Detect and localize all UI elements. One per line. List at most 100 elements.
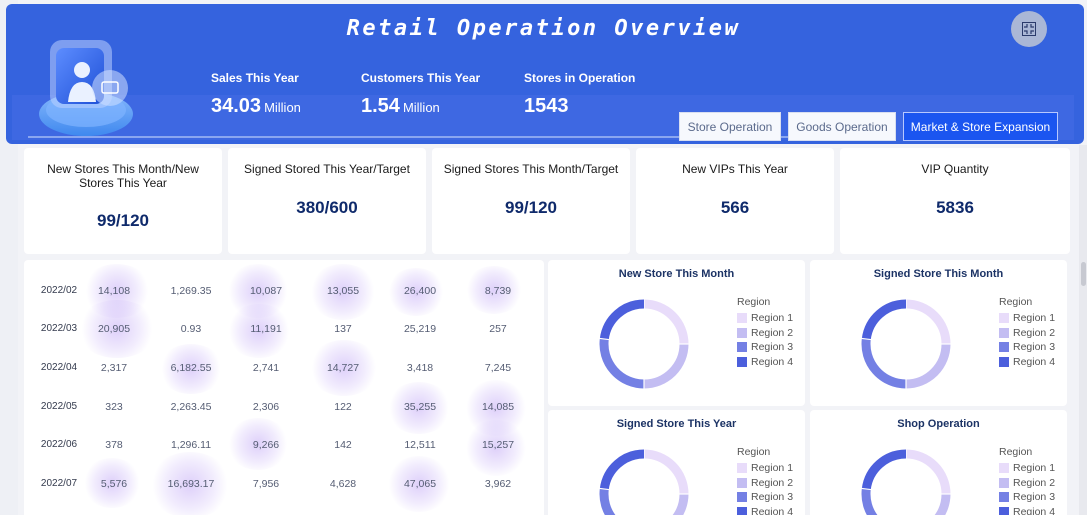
donut-segment[interactable] bbox=[599, 449, 645, 490]
table-cell: 137 bbox=[334, 323, 352, 335]
chart-title: Shop Operation bbox=[897, 418, 980, 430]
legend-item[interactable]: Region 3 bbox=[999, 490, 1055, 505]
donut-segment[interactable] bbox=[599, 338, 645, 389]
donut-segment[interactable] bbox=[644, 493, 689, 515]
table-cell: 3,418 bbox=[406, 362, 434, 374]
exit-fullscreen-button[interactable] bbox=[1011, 11, 1047, 47]
legend-label: Region 3 bbox=[1013, 341, 1056, 354]
kpi-card-label: New VIPs This Year bbox=[682, 162, 788, 176]
page-title: Retail Operation Overview bbox=[346, 16, 741, 41]
legend-label: Region 4 bbox=[751, 505, 794, 515]
table-row: 2022/02 14,108 1,269.35 10,087 13,055 26… bbox=[24, 281, 544, 301]
legend-item[interactable]: Region 3 bbox=[999, 340, 1055, 355]
legend-label: Region 4 bbox=[1013, 505, 1056, 515]
table-row: 2022/05 323 2,263.45 2,306 122 35,255 14… bbox=[24, 397, 544, 417]
kpi-value: 1543 bbox=[524, 95, 569, 117]
legend-label: Region 1 bbox=[1013, 462, 1056, 475]
row-date: 2022/05 bbox=[40, 401, 78, 412]
legend-title: Region bbox=[737, 446, 771, 458]
legend-item[interactable]: Region 2 bbox=[737, 476, 793, 491]
kpi-card-value: 5836 bbox=[936, 198, 974, 217]
donut-chart[interactable] bbox=[858, 446, 954, 515]
table-cell: 1,269.35 bbox=[170, 285, 212, 297]
table-cell: 14,727 bbox=[326, 362, 360, 374]
kpi-customers-this-year: Customers This Year 1.54 Million bbox=[361, 71, 480, 118]
table-cell: 12,511 bbox=[404, 439, 436, 451]
donut-segment[interactable] bbox=[905, 343, 951, 389]
legend-item[interactable]: Region 4 bbox=[999, 355, 1055, 370]
legend-label: Region 2 bbox=[1013, 476, 1056, 489]
kpi-value: 1.54 bbox=[361, 95, 400, 117]
donut-segment[interactable] bbox=[861, 449, 907, 490]
legend-item[interactable]: Region 1 bbox=[999, 311, 1055, 326]
legend-item[interactable]: Region 4 bbox=[737, 355, 793, 370]
legend-label: Region 2 bbox=[751, 476, 794, 489]
kpi-card-label: Signed Stores This Month/Target bbox=[443, 162, 619, 176]
donut-chart[interactable] bbox=[596, 296, 692, 392]
legend-label: Region 3 bbox=[751, 341, 794, 354]
table-cell: 378 bbox=[105, 439, 123, 451]
donut-segment[interactable] bbox=[599, 299, 645, 340]
legend-label: Region 4 bbox=[1013, 355, 1056, 368]
table-cell: 2,306 bbox=[252, 401, 280, 413]
table-cell: 26,400 bbox=[403, 285, 437, 297]
table-cell: 25,219 bbox=[403, 323, 437, 335]
legend-item[interactable]: Region 1 bbox=[737, 461, 793, 476]
legend-item[interactable]: Region 3 bbox=[737, 340, 793, 355]
tab-market-store-expansion[interactable]: Market & Store Expansion bbox=[903, 112, 1058, 141]
legend-item[interactable]: Region 1 bbox=[999, 461, 1055, 476]
legend-item[interactable]: Region 1 bbox=[737, 311, 793, 326]
chart-legend: Region Region 1 Region 2 Region 3 Region… bbox=[737, 446, 793, 515]
table-cell: 35,255 bbox=[403, 401, 437, 413]
table-row: 2022/06 378 1,296.11 9,266 142 12,511 15… bbox=[24, 435, 544, 455]
legend-item[interactable]: Region 2 bbox=[999, 476, 1055, 491]
legend-label: Region 1 bbox=[1013, 312, 1056, 325]
legend-label: Region 3 bbox=[751, 491, 794, 504]
table-cell: 1,296.11 bbox=[170, 439, 212, 451]
kpi-card-new-vips: New VIPs This Year 566 bbox=[636, 148, 834, 254]
table-cell: 3,962 bbox=[484, 478, 512, 490]
table-cell: 2,317 bbox=[100, 362, 128, 374]
donut-segment[interactable] bbox=[861, 488, 906, 515]
table-cell: 2,741 bbox=[252, 362, 280, 374]
table-cell: 11,191 bbox=[250, 323, 282, 335]
scrollbar-thumb[interactable] bbox=[1081, 262, 1086, 286]
donut-segment[interactable] bbox=[861, 299, 907, 340]
tab-goods-operation[interactable]: Goods Operation bbox=[788, 112, 896, 141]
legend-item[interactable]: Region 4 bbox=[737, 505, 793, 515]
donut-segment[interactable] bbox=[905, 449, 951, 495]
kpi-card-label: New Stores This Month/New Stores This Ye… bbox=[47, 162, 199, 190]
legend-title: Region bbox=[999, 296, 1033, 308]
donut-segment[interactable] bbox=[905, 299, 951, 345]
donut-chart[interactable] bbox=[858, 296, 954, 392]
table-cell: 2,263.45 bbox=[170, 401, 212, 413]
donut-segment[interactable] bbox=[906, 493, 951, 515]
table-cell: 323 bbox=[105, 401, 123, 413]
chart-title: Signed Store This Month bbox=[873, 268, 1004, 280]
heatmap-table: 2022/02 14,108 1,269.35 10,087 13,055 26… bbox=[24, 260, 544, 515]
tab-store-operation[interactable]: Store Operation bbox=[679, 112, 781, 141]
legend-item[interactable]: Region 3 bbox=[737, 490, 793, 505]
kpi-card-label: VIP Quantity bbox=[921, 162, 989, 176]
donut-segment[interactable] bbox=[643, 299, 689, 345]
table-cell: 7,956 bbox=[252, 478, 280, 490]
vertical-scrollbar[interactable] bbox=[1079, 145, 1087, 515]
donut-segment[interactable] bbox=[643, 449, 689, 495]
header-band bbox=[12, 95, 1074, 140]
legend-item[interactable]: Region 2 bbox=[737, 326, 793, 341]
row-date: 2022/04 bbox=[40, 362, 78, 373]
legend-item[interactable]: Region 2 bbox=[999, 326, 1055, 341]
donut-chart[interactable] bbox=[596, 446, 692, 515]
donut-card-signed-store-year: Signed Store This Year Region Region 1 R… bbox=[548, 410, 805, 515]
donut-segment[interactable] bbox=[643, 343, 689, 389]
chart-legend: Region Region 1 Region 2 Region 3 Region… bbox=[999, 296, 1055, 369]
donut-segment[interactable] bbox=[599, 488, 644, 515]
legend-item[interactable]: Region 4 bbox=[999, 505, 1055, 515]
donut-segment[interactable] bbox=[861, 338, 907, 389]
table-cell: 20,905 bbox=[97, 323, 131, 335]
table-cell: 8,739 bbox=[484, 285, 512, 297]
table-cell: 142 bbox=[334, 439, 352, 451]
kpi-card-value: 99/120 bbox=[97, 211, 149, 230]
table-cell: 0.93 bbox=[180, 323, 202, 335]
kpi-card-signed-stores-month: Signed Stores This Month/Target 99/120 bbox=[432, 148, 630, 254]
